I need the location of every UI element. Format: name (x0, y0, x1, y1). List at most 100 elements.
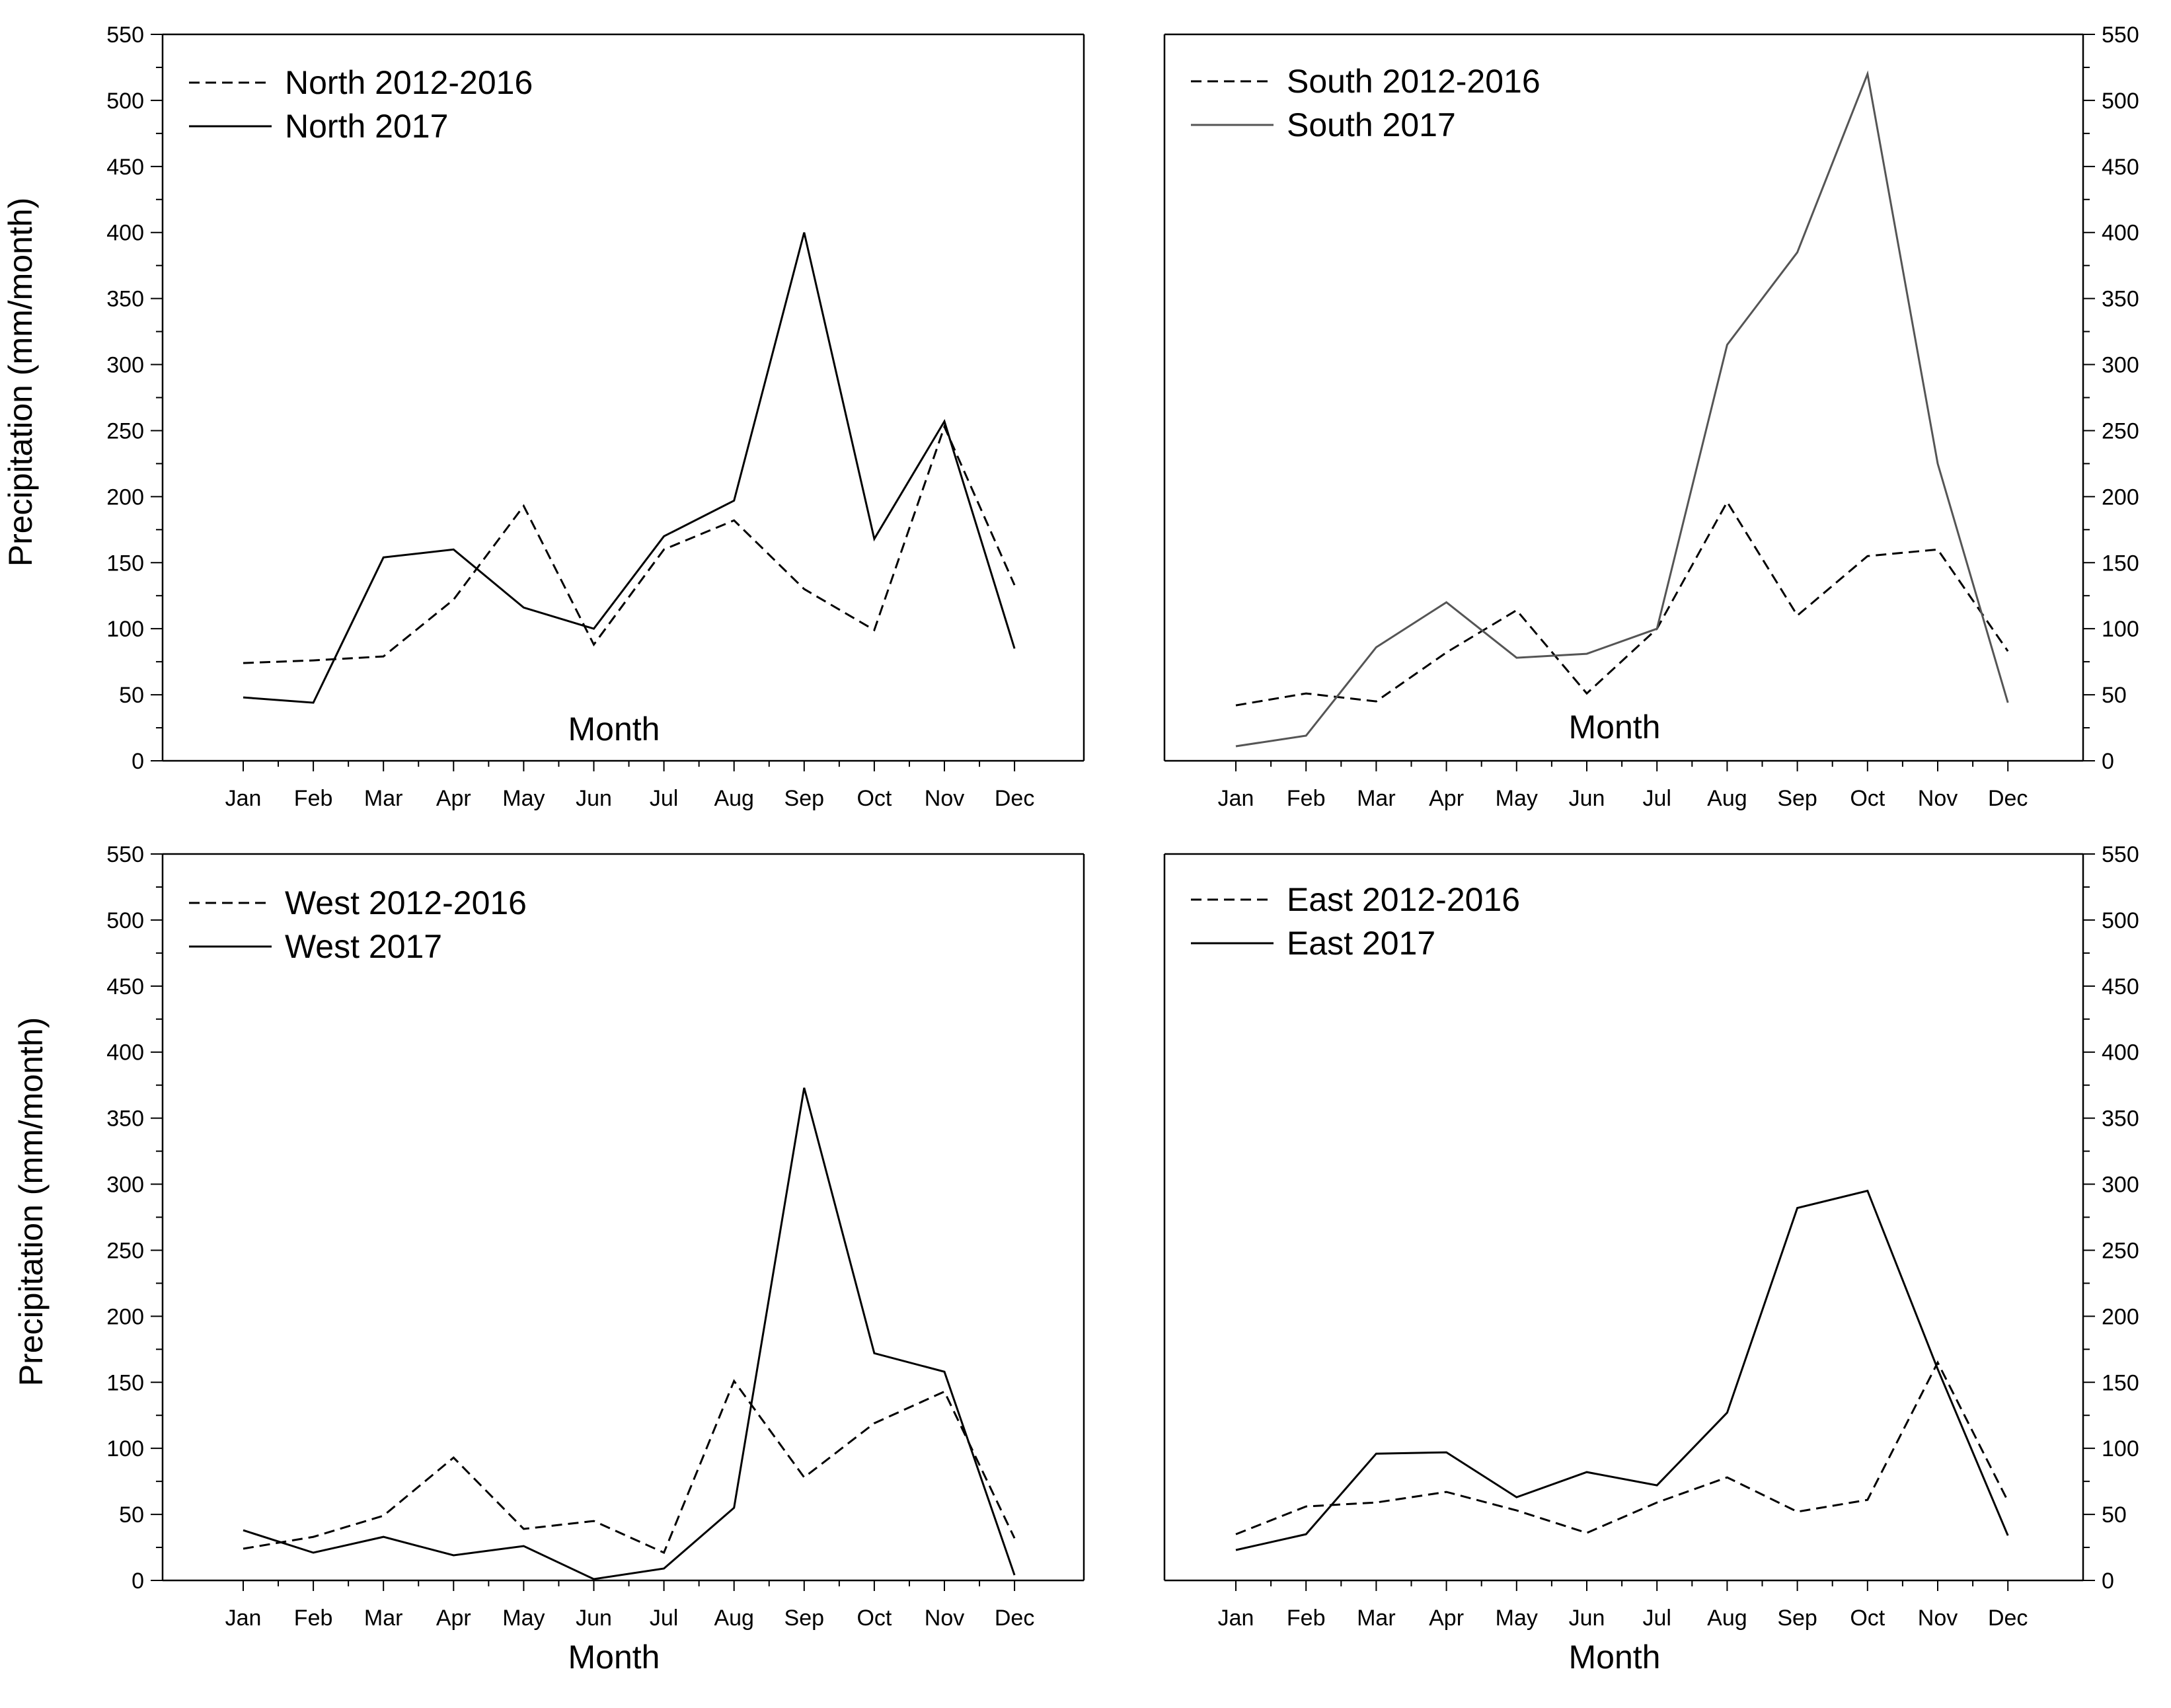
west-y-tick-label: 300 (106, 1173, 144, 1198)
east-x-axis-title: Month (1569, 1639, 1661, 1676)
north-series-2017-line (243, 232, 1016, 704)
north-y-tick-label: 500 (106, 89, 144, 114)
east-x-tick-label: Jul (1642, 1606, 1671, 1631)
east-x-tick-label: Nov (1918, 1606, 1958, 1631)
north-y-tick-label: 400 (106, 221, 144, 246)
east-y-tick-label: 300 (2102, 1173, 2139, 1198)
north-x-tick-label: Sep (784, 786, 825, 811)
north-y-tick-label: 50 (119, 683, 144, 708)
north-x-tick-label: Jul (650, 786, 678, 811)
north-series-baseline-line (243, 424, 1016, 664)
north-x-tick-label: May (502, 786, 545, 811)
west-x-tick-label: Jun (576, 1606, 612, 1631)
south-y-tick-label: 350 (2102, 287, 2139, 312)
north-y-tick-label: 200 (106, 485, 144, 510)
east-x-tick-label: Apr (1429, 1606, 1464, 1631)
north-x-tick-label: Jun (576, 786, 612, 811)
west-legend-label: West 2017 (285, 928, 442, 965)
north-legend-label: North 2017 (285, 108, 448, 145)
north-panel: 0 50 100 150 200 250 300 350 400 450 500 550 Jan Feb M… (2, 22, 1085, 811)
south-x-tick-label: Mar (1357, 786, 1396, 811)
east-y-tick-label: 50 (2102, 1502, 2127, 1528)
west-series-baseline-line (243, 1379, 1016, 1555)
south-y-tick-label: 550 (2102, 22, 2139, 48)
east-x-tick-label: Mar (1357, 1606, 1396, 1631)
south-x-tick-label: Dec (1988, 786, 2028, 811)
south-x-tick-label: Jun (1569, 786, 1605, 811)
north-y-tick-label: 150 (106, 551, 144, 576)
west-x-tick-label: Aug (714, 1606, 754, 1631)
north-y-tick-label: 350 (106, 287, 144, 312)
west-x-axis-title: Month (568, 1639, 660, 1676)
west-series-2017-line (243, 1087, 1016, 1580)
east-x-tick-label: May (1496, 1606, 1538, 1631)
south-y-tick-label: 100 (2102, 617, 2139, 642)
east-y-tick-label: 0 (2102, 1569, 2114, 1594)
east-y-tick-label: 450 (2102, 974, 2139, 999)
west-y-tick-label: 450 (106, 974, 144, 999)
east-x-tick-label: Dec (1988, 1606, 2028, 1631)
west-y-tick-label: 400 (106, 1040, 144, 1066)
south-y-tick-label: 50 (2102, 683, 2127, 708)
north-x-tick-label: Nov (925, 786, 964, 811)
south-panel: 0 50 100 150 200 250 300 350 400 450 500 550 Jan Feb M… (1163, 22, 2139, 811)
west-x-tick-label: Jul (650, 1606, 678, 1631)
north-y-tick-label: 100 (106, 617, 144, 642)
south-x-tick-label: Oct (1850, 786, 1885, 811)
east-x-tick-label: Sep (1777, 1606, 1817, 1631)
south-x-tick-label: Nov (1918, 786, 1958, 811)
south-y-tick-label: 0 (2102, 749, 2114, 774)
west-y-tick-label: 50 (119, 1502, 144, 1528)
south-y-tick-label: 300 (2102, 353, 2139, 378)
north-x-tick-label: Apr (436, 786, 471, 811)
south-series-baseline-line (1235, 500, 2009, 707)
south-series-2017-line (1235, 70, 2009, 748)
east-legend-label: East 2017 (1287, 925, 1435, 962)
west-y-axis-title: Precipitation (mm/month) (13, 1017, 50, 1387)
south-y-tick-label: 400 (2102, 221, 2139, 246)
south-x-tick-label: Jan (1218, 786, 1254, 811)
west-x-tick-label: Feb (294, 1606, 333, 1631)
north-y-tick-label: 300 (106, 353, 144, 378)
west-y-tick-label: 150 (106, 1370, 144, 1395)
north-x-tick-label: Aug (714, 786, 754, 811)
north-y-tick-label: 0 (132, 749, 144, 774)
east-y-tick-label: 500 (2102, 908, 2139, 933)
west-x-tick-label: Apr (436, 1606, 471, 1631)
south-y-tick-label: 150 (2102, 551, 2139, 576)
west-y-tick-label: 250 (106, 1238, 144, 1263)
east-legend-label: East 2012-2016 (1287, 881, 1520, 918)
south-y-tick-label: 250 (2102, 418, 2139, 444)
west-x-tick-label: Mar (364, 1606, 403, 1631)
east-y-tick-label: 150 (2102, 1370, 2139, 1395)
south-legend-label: South 2012-2016 (1287, 63, 1541, 100)
south-legend-label: South 2017 (1287, 106, 1456, 143)
east-x-tick-label: Jan (1218, 1606, 1254, 1631)
north-x-tick-label: Mar (364, 786, 403, 811)
west-x-tick-label: Sep (784, 1606, 825, 1631)
south-x-tick-label: Jul (1642, 786, 1671, 811)
west-panel: 0 50 100 150 200 250 300 350 400 450 500 550 Jan Feb M… (13, 842, 1085, 1676)
west-x-tick-label: Oct (857, 1606, 892, 1631)
west-y-tick-label: 550 (106, 842, 144, 867)
west-y-tick-label: 350 (106, 1106, 144, 1132)
east-x-tick-label: Jun (1569, 1606, 1605, 1631)
east-y-tick-label: 350 (2102, 1106, 2139, 1132)
east-x-tick-label: Aug (1707, 1606, 1747, 1631)
east-y-tick-label: 250 (2102, 1238, 2139, 1263)
north-x-tick-label: Jan (225, 786, 262, 811)
west-x-tick-label: Nov (925, 1606, 964, 1631)
south-y-tick-label: 500 (2102, 89, 2139, 114)
north-y-tick-label: 550 (106, 22, 144, 48)
north-x-axis-title: Month (568, 711, 660, 748)
east-y-tick-label: 550 (2102, 842, 2139, 867)
south-x-tick-label: Aug (1707, 786, 1747, 811)
east-y-tick-label: 200 (2102, 1304, 2139, 1329)
south-x-tick-label: May (1496, 786, 1538, 811)
east-y-tick-label: 400 (2102, 1040, 2139, 1066)
north-y-axis-title: Precipitation (mm/month) (2, 198, 39, 567)
south-x-tick-label: Sep (1777, 786, 1817, 811)
north-x-tick-label: Oct (857, 786, 892, 811)
south-x-tick-label: Apr (1429, 786, 1464, 811)
